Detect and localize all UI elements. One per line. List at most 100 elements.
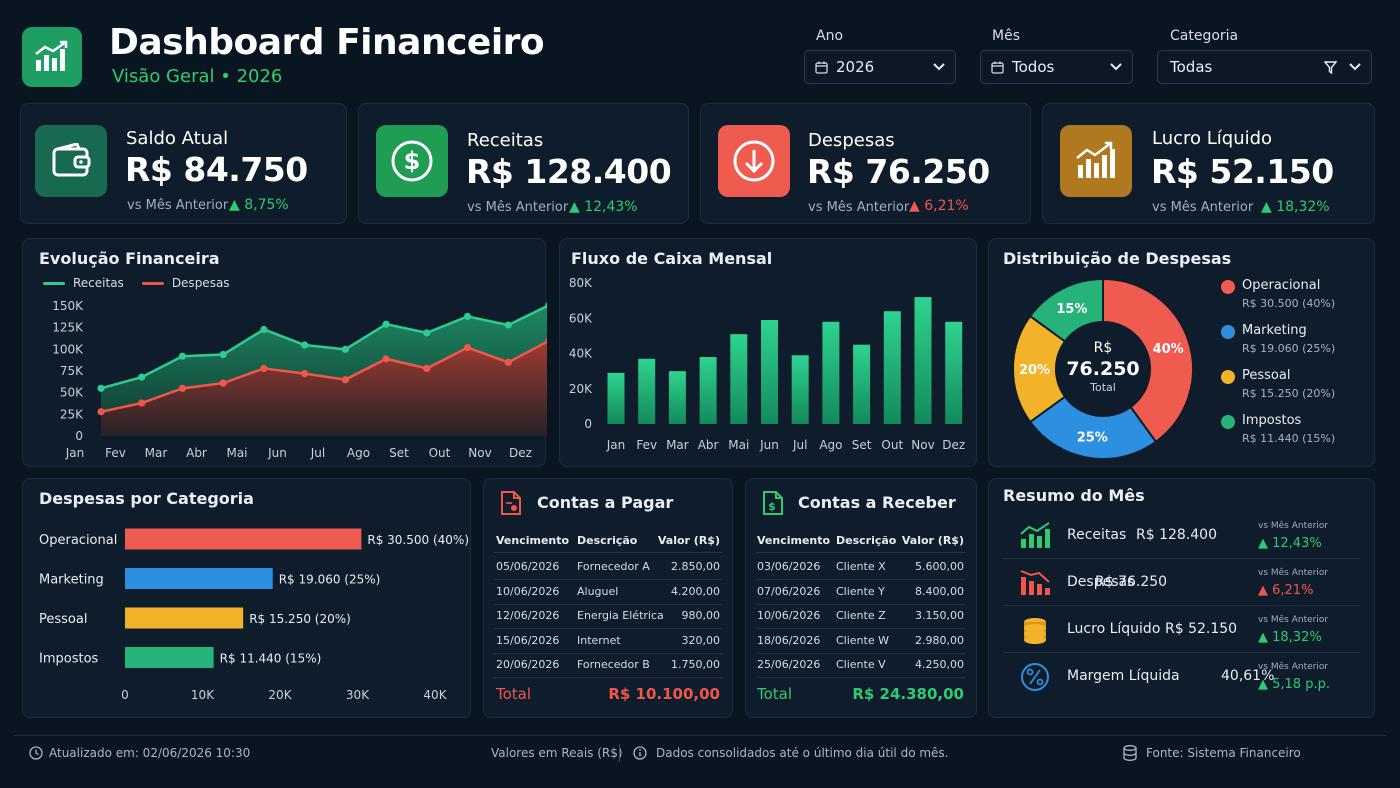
kpi-card-despesas: Despesas R$ 76.250 vs Mês Anterior ▲ 6,2…	[700, 103, 1031, 224]
x-tick-label: Set	[852, 438, 872, 452]
kpi-icon-box	[1060, 125, 1132, 197]
col-header-descricao: Descrição	[836, 534, 897, 547]
table-title: Contas a Pagar	[537, 493, 674, 512]
x-tick-label: Jan	[65, 446, 85, 460]
data-point-despesas	[545, 337, 547, 344]
row-divider	[756, 628, 966, 630]
invoice-icon	[501, 491, 521, 515]
filter-category-value: Todas	[1170, 58, 1213, 76]
data-point-despesas	[97, 408, 105, 416]
footer-updated: Atualizado em: 02/06/2026 10:30	[49, 746, 251, 760]
table-row[interactable]: 03/06/2026 Cliente X 5.600,00	[746, 560, 976, 582]
data-point-despesas	[138, 399, 146, 407]
table-row[interactable]: 07/06/2026 Cliente Y 8.400,00	[746, 585, 976, 607]
row-divider	[494, 628, 722, 630]
summary-value: R$ 52.150	[1165, 621, 1238, 637]
chevron-down-icon	[933, 63, 945, 71]
donut-slice-label: 15%	[1056, 302, 1087, 317]
col-header-valor: Valor (R$)	[901, 534, 964, 547]
summary-label: Lucro Líquido	[1067, 621, 1161, 637]
bar-jan	[607, 372, 625, 424]
category-label: Pessoal	[39, 612, 87, 627]
table-row[interactable]: 18/06/2026 Cliente W 2.980,00	[746, 634, 976, 656]
hbar-impostos	[125, 647, 214, 668]
table-row[interactable]: 12/06/2026 Energia Elétrica 980,00	[484, 609, 732, 631]
filter-year-select[interactable]: 2026	[804, 50, 956, 84]
dollar-icon: $	[391, 140, 433, 182]
donut-center-value: 76.250	[1066, 358, 1140, 380]
table-row[interactable]: 10/06/2026 Cliente Z 3.150,00	[746, 609, 976, 631]
row-divider	[494, 552, 722, 553]
bar-abr	[699, 357, 717, 424]
summary-compare: vs Mês Anterior	[1258, 521, 1329, 531]
cell-descricao: Cliente Z	[836, 609, 886, 623]
row-divider	[494, 677, 722, 679]
cell-vencimento: 18/06/2026	[757, 633, 821, 647]
growth-chart-icon	[35, 40, 68, 71]
data-point-receitas	[219, 350, 227, 359]
cell-descricao: Internet	[577, 633, 621, 647]
table-row[interactable]: 25/06/2026 Cliente V 4.250,00	[746, 658, 976, 680]
table-row[interactable]: 20/06/2026 Fornecedor B 1.750,00	[484, 658, 732, 680]
x-tick-label: Nov	[468, 446, 491, 460]
x-tick-label: 20K	[268, 688, 292, 702]
kpi-value: R$ 76.250	[807, 152, 990, 191]
filter-category-select[interactable]: Todas	[1157, 50, 1372, 84]
filter-month-select[interactable]: Todos	[980, 50, 1133, 84]
x-tick-label: Ago	[347, 446, 370, 460]
clock-icon	[29, 746, 43, 760]
kpi-card-lucro: Lucro Líquido R$ 52.150 vs Mês Anterior …	[1042, 103, 1375, 224]
table-row[interactable]: 15/06/2026 Internet 320,00	[484, 634, 732, 656]
summary-value: R$ 128.400	[1136, 527, 1217, 543]
kpi-compare: vs Mês Anterior	[467, 200, 569, 215]
x-tick-label: 40K	[423, 688, 447, 702]
bar-value-label: R$ 30.500 (40%)	[367, 533, 469, 547]
cell-descricao: Fornecedor B	[577, 658, 650, 672]
bar-jun	[761, 320, 778, 424]
data-point-despesas	[260, 364, 268, 372]
bar-out	[883, 311, 901, 424]
legend-name: Marketing	[1242, 323, 1307, 338]
table-row[interactable]: 05/06/2026 Fornecedor A 2.850,00	[484, 560, 732, 582]
legend-detail: R$ 30.500 (40%)	[1242, 297, 1336, 310]
legend-dot-operacional	[1221, 280, 1235, 294]
table-total-label: Total	[496, 685, 532, 703]
row-divider	[756, 552, 966, 553]
summary-compare: vs Mês Anterior	[1258, 568, 1329, 578]
bar-set	[853, 344, 871, 424]
x-tick-label: Out	[429, 446, 451, 460]
chart-title: Despesas por Categoria	[39, 489, 254, 508]
legend-dot-marketing	[1221, 325, 1235, 339]
legend-detail: R$ 15.250 (20%)	[1242, 387, 1336, 400]
x-tick-label: Ago	[819, 438, 842, 452]
legend-dot-impostos	[1221, 415, 1235, 429]
donut-slice-impostos	[1028, 277, 1104, 343]
x-tick-label: 10K	[191, 688, 215, 702]
legend-label-despesas: Despesas	[171, 276, 230, 290]
cell-descricao: Fornecedor A	[577, 560, 650, 573]
kpi-label: Receitas	[467, 130, 544, 151]
kpi-delta: ▲ 8,75%	[229, 197, 289, 213]
wallet-icon	[52, 143, 91, 177]
table-row[interactable]: 10/06/2026 Aluguel 4.200,00	[484, 585, 732, 607]
legend-swatch-receitas	[43, 281, 65, 285]
kpi-label: Despesas	[808, 130, 895, 151]
chart-title: Evolução Financeira	[39, 249, 220, 268]
y-tick-label: 50K	[60, 386, 84, 400]
summary-row: Despesas R$ 76.250 vs Mês Anterior ▲ 6,21%	[989, 559, 1374, 603]
summary-card: Resumo do Mês Receitas R$ 128.400 vs Mês A…	[988, 478, 1375, 718]
data-point-despesas	[382, 355, 390, 363]
bar-ago	[822, 321, 840, 424]
growth-chart-icon	[1076, 141, 1115, 178]
data-point-receitas	[301, 341, 309, 349]
summary-delta: ▲ 18,32%	[1258, 630, 1322, 645]
data-point-receitas	[382, 320, 390, 328]
data-point-despesas	[178, 384, 187, 392]
kpi-icon-box	[35, 125, 107, 197]
y-tick-label: 100K	[52, 342, 84, 356]
footer-currency: Valores em Reais (R$)	[491, 746, 623, 760]
bar-up-icon	[1020, 522, 1050, 548]
app-logo	[22, 27, 82, 87]
data-point-receitas	[178, 352, 187, 360]
hbar-operacional	[125, 528, 362, 550]
